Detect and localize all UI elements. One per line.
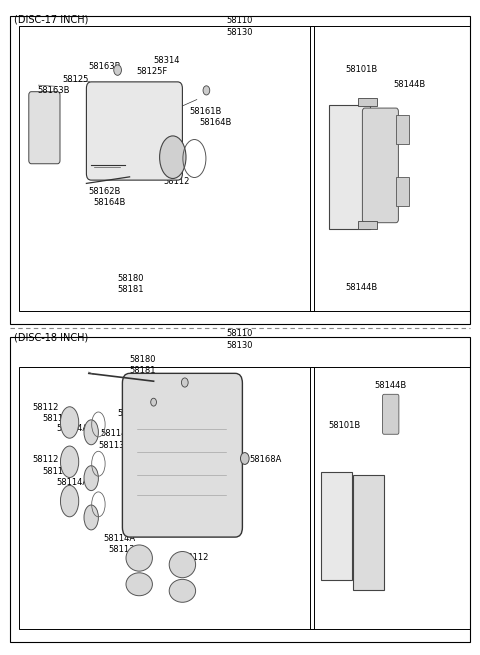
Text: 58130: 58130 bbox=[227, 341, 253, 350]
Ellipse shape bbox=[159, 136, 186, 179]
FancyBboxPatch shape bbox=[86, 82, 182, 180]
Bar bbox=[19, 367, 314, 629]
Text: 58164B: 58164B bbox=[199, 118, 231, 127]
Text: 58163B: 58163B bbox=[37, 86, 70, 96]
Text: 58101B: 58101B bbox=[329, 421, 361, 430]
Bar bbox=[10, 16, 470, 324]
FancyBboxPatch shape bbox=[29, 92, 60, 164]
Ellipse shape bbox=[126, 572, 152, 596]
Text: 58113: 58113 bbox=[42, 467, 69, 476]
Ellipse shape bbox=[126, 545, 152, 571]
Text: 58114A: 58114A bbox=[57, 424, 89, 434]
Text: 58113: 58113 bbox=[98, 441, 125, 450]
Bar bbox=[19, 26, 314, 311]
Circle shape bbox=[240, 453, 249, 464]
Ellipse shape bbox=[169, 579, 196, 603]
FancyBboxPatch shape bbox=[362, 108, 398, 223]
Text: 58114A: 58114A bbox=[103, 534, 135, 543]
Text: 58112: 58112 bbox=[182, 553, 209, 563]
Text: 58125F: 58125F bbox=[137, 67, 168, 77]
Bar bbox=[329, 105, 370, 229]
Bar bbox=[353, 475, 384, 590]
Text: 58101B: 58101B bbox=[346, 66, 378, 75]
Bar bbox=[358, 221, 377, 229]
Text: 58181: 58181 bbox=[118, 285, 144, 294]
Circle shape bbox=[181, 378, 188, 387]
Text: 58125: 58125 bbox=[62, 75, 89, 84]
Text: 58113: 58113 bbox=[108, 545, 134, 554]
Text: (DISC-18 INCH): (DISC-18 INCH) bbox=[14, 333, 89, 343]
Ellipse shape bbox=[84, 466, 98, 491]
Text: 58180: 58180 bbox=[118, 274, 144, 283]
Bar bbox=[310, 26, 470, 311]
Text: 58112: 58112 bbox=[182, 517, 209, 527]
Text: 58110: 58110 bbox=[227, 16, 253, 26]
FancyBboxPatch shape bbox=[122, 373, 242, 537]
Text: 58144B: 58144B bbox=[394, 80, 426, 89]
Text: 58114A: 58114A bbox=[57, 478, 89, 487]
Text: 58130: 58130 bbox=[227, 28, 253, 37]
Text: 58114A: 58114A bbox=[101, 429, 133, 438]
Text: 58172B: 58172B bbox=[202, 381, 234, 390]
Text: 58164B: 58164B bbox=[94, 198, 126, 207]
Text: 58125C: 58125C bbox=[118, 409, 150, 419]
Text: 58163B: 58163B bbox=[89, 62, 121, 71]
Bar bbox=[321, 472, 352, 580]
Bar bbox=[396, 115, 409, 144]
Text: 58113: 58113 bbox=[42, 414, 69, 423]
Text: 58110: 58110 bbox=[227, 329, 253, 338]
Text: 43723: 43723 bbox=[122, 383, 149, 392]
Text: 58181: 58181 bbox=[130, 366, 156, 375]
Bar bbox=[358, 98, 377, 106]
Text: 58314: 58314 bbox=[154, 56, 180, 65]
Ellipse shape bbox=[84, 505, 98, 530]
Circle shape bbox=[203, 86, 210, 95]
Text: 58112: 58112 bbox=[163, 177, 190, 186]
Text: 58144B: 58144B bbox=[346, 283, 378, 292]
Text: 58161B: 58161B bbox=[190, 107, 222, 116]
Ellipse shape bbox=[169, 552, 196, 578]
Circle shape bbox=[114, 65, 121, 75]
FancyBboxPatch shape bbox=[383, 394, 399, 434]
Ellipse shape bbox=[60, 407, 79, 438]
Text: (DISC-17 INCH): (DISC-17 INCH) bbox=[14, 14, 89, 24]
Bar bbox=[10, 337, 470, 642]
Circle shape bbox=[151, 398, 156, 406]
Text: 58144B: 58144B bbox=[374, 381, 407, 390]
Ellipse shape bbox=[60, 446, 79, 477]
Ellipse shape bbox=[60, 485, 79, 517]
Bar bbox=[310, 367, 470, 629]
Ellipse shape bbox=[84, 420, 98, 445]
Text: 58168A: 58168A bbox=[250, 455, 282, 464]
Text: 58180: 58180 bbox=[130, 355, 156, 364]
Text: 58112: 58112 bbox=[33, 455, 59, 464]
Text: 58162B: 58162B bbox=[89, 187, 121, 196]
Bar bbox=[396, 177, 409, 206]
Text: 58125F: 58125F bbox=[182, 393, 214, 402]
Text: 58112: 58112 bbox=[33, 403, 59, 412]
